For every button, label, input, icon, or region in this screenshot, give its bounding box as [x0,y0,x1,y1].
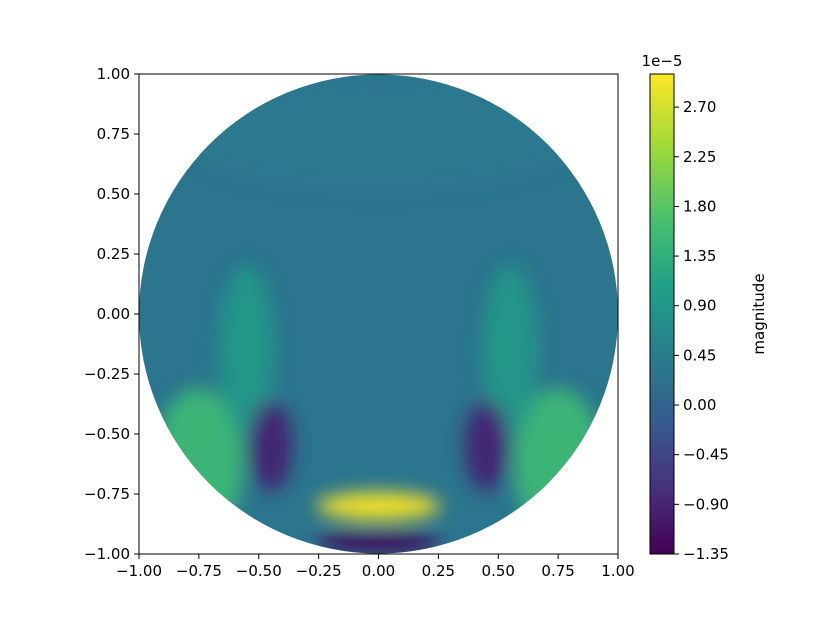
x-tick-label: −0.25 [296,562,342,580]
x-axis-ticks: −1.00 −0.75 −0.50 −0.25 0.00 0.25 0.50 0.75 1.00 [116,554,635,580]
y-tick-label: 0.75 [97,125,130,143]
x-tick-label: 1.00 [601,562,634,580]
colorbar-ticks: 2.70 2.25 1.80 1.35 0.90 0.45 0.00 −0.45 −0.90 −1… [674,98,729,563]
colorbar-tick-label: 1.80 [683,197,716,215]
colorbar-tick-label: 1.35 [683,247,716,265]
y-tick-label: −0.25 [84,365,130,383]
y-tick-label: −1.00 [84,545,130,563]
colorbar-label: magnitude [750,273,768,354]
field-blobs [153,79,604,552]
colorbar-tick-label: 0.00 [683,396,716,414]
y-tick-label: 0.25 [97,245,130,263]
colorbar-tick-label: 2.70 [683,98,716,116]
field-feature [316,532,441,552]
colorbar-tick-label: 0.45 [683,346,716,364]
field-feature [464,401,509,491]
field-feature [178,79,579,189]
field-feature [482,265,539,435]
colorbar: 2.70 2.25 1.80 1.35 0.90 0.45 0.00 −0.45 −0.90 −1… [642,52,768,563]
plot-area: −1.00 −0.75 −0.50 −0.25 0.00 0.25 0.50 0.75 1.00… [84,65,635,580]
colorbar-tick-label: −0.45 [683,446,729,464]
colorbar-tick-label: −0.90 [683,495,729,513]
colorbar-tick-label: −1.35 [683,545,729,563]
x-tick-label: 0.25 [422,562,455,580]
colorbar-gradient [649,73,675,555]
y-tick-label: 0.00 [97,305,130,323]
field-feature [218,265,275,435]
y-tick-label: 0.50 [97,185,130,203]
x-tick-label: −1.00 [116,562,162,580]
x-tick-label: −0.50 [236,562,282,580]
field-feature [248,401,293,491]
y-tick-label: −0.75 [84,485,130,503]
y-tick-label: 1.00 [97,65,130,83]
x-tick-label: 0.00 [362,562,395,580]
y-axis-ticks: 1.00 0.75 0.50 0.25 0.00 −0.25 −0.50 −0.75 −1.00 [84,65,139,563]
colorbar-offset-text: 1e−5 [642,52,683,70]
field-feature [316,492,441,520]
y-tick-label: −0.50 [84,425,130,443]
x-tick-label: −0.75 [176,562,222,580]
annulus-field [139,74,618,554]
x-tick-label: 0.75 [541,562,574,580]
x-tick-label: 0.50 [482,562,515,580]
colorbar-tick-label: 0.90 [683,297,716,315]
colorbar-tick-label: 2.25 [683,148,716,166]
